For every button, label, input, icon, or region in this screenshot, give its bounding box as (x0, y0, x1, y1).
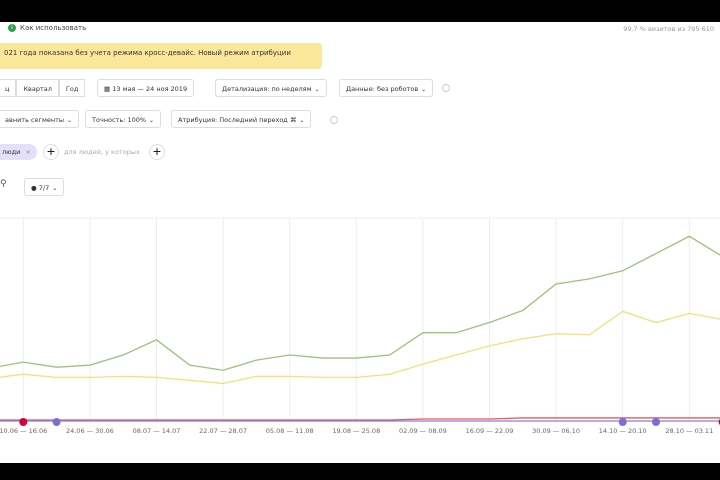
annotation-marker[interactable] (618, 418, 627, 426)
x-tick-label: 28.10 — 03.11 (665, 427, 713, 435)
x-tick-label: 16.09 — 22.09 (466, 427, 514, 435)
series-line-red (0, 417, 720, 421)
compare-segments-dropdown[interactable]: авнить сегменты ⌄ (0, 110, 80, 128)
annotation-marker[interactable] (52, 418, 61, 426)
annotation-marker[interactable] (652, 418, 660, 426)
chevron-down-icon: ⌄ (299, 117, 305, 124)
series-line-yellow (0, 310, 720, 385)
metrics-icon: ● (31, 184, 37, 192)
add-condition-button[interactable]: + (149, 144, 165, 160)
chevron-down-icon: ⌄ (67, 117, 73, 124)
chevron-down-icon: ⌄ (52, 185, 58, 192)
series-line-green (0, 235, 720, 371)
calendar-icon: ▦ (104, 85, 111, 93)
sample-info: 99.7 % визитов из 795 610 (623, 25, 714, 33)
period-year-button[interactable]: Год (58, 79, 86, 97)
help-icon[interactable] (442, 84, 450, 92)
chevron-down-icon: ⌄ (314, 86, 320, 93)
accuracy-dropdown[interactable]: Точность: 100% ⌄ (85, 110, 162, 128)
chevron-down-icon: ⌄ (421, 86, 427, 93)
x-tick-label: 14.10 — 20.10 (599, 427, 647, 435)
close-icon[interactable]: × (25, 148, 31, 156)
period-month-button[interactable]: ц (0, 79, 17, 97)
x-tick-label: 02.09 — 08.09 (399, 427, 447, 435)
help-icon[interactable] (330, 116, 338, 124)
notice-banner: 021 года показана без учета режима кросс… (0, 43, 322, 69)
annotation-marker[interactable] (19, 418, 28, 426)
x-tick-label: 08.07 — 14.07 (133, 427, 181, 435)
x-tick-label: 19.08 — 25.08 (332, 427, 380, 435)
x-tick-label: 22.07 — 28.07 (199, 427, 247, 435)
detail-label: Детализация: по неделям (222, 85, 312, 93)
segment-chip[interactable]: люди × (0, 144, 37, 160)
detail-dropdown[interactable]: Детализация: по неделям ⌄ (215, 79, 327, 97)
add-segment-button[interactable]: + (43, 144, 59, 160)
x-tick-label: 30.09 — 06.10 (532, 427, 580, 435)
metrics-dropdown[interactable]: ● 7/7 ⌄ (24, 178, 65, 196)
date-range-label: 13 мая — 24 ноя 2019 (112, 85, 188, 93)
chevron-down-icon: ⌄ (149, 117, 155, 124)
x-tick-label: 05.08 — 11.08 (266, 427, 314, 435)
metrics-count: 7/7 (38, 184, 50, 192)
period-quarter-button[interactable]: Квартал (16, 79, 59, 97)
user-icon[interactable]: ⚲ (0, 179, 7, 189)
segment-hint: для людей, у которых (64, 148, 140, 156)
attribution-label: Атрибуция: Последний переход (178, 116, 288, 124)
data-filter-label: Данные: без роботов (346, 85, 419, 93)
compare-label: авнить сегменты (5, 116, 65, 124)
attribution-dropdown[interactable]: Атрибуция: Последний переход ⌘ ⌄ (171, 110, 312, 128)
help-link[interactable]: i Как использовать (8, 24, 86, 32)
line-chart: 10.06 — 16.06 24.06 — 30.06 08.07 — 14.07 2… (0, 217, 720, 435)
help-label: Как использовать (20, 24, 87, 32)
period-buttons: ц Квартал Год (0, 79, 86, 97)
x-tick-label: 10.06 — 16.06 (0, 427, 47, 435)
segment-chip-label: люди (2, 148, 21, 156)
x-tick-label: 24.06 — 30.06 (66, 427, 114, 435)
cross-device-icon: ⌘ (289, 116, 297, 124)
data-filter-dropdown[interactable]: Данные: без роботов ⌄ (339, 79, 434, 97)
date-range-button[interactable]: ▦ 13 мая — 24 ноя 2019 (97, 79, 195, 97)
report-page: i Как использовать 99.7 % визитов из 795… (0, 22, 720, 463)
info-icon: i (8, 24, 16, 32)
accuracy-label: Точность: 100% (92, 116, 147, 124)
